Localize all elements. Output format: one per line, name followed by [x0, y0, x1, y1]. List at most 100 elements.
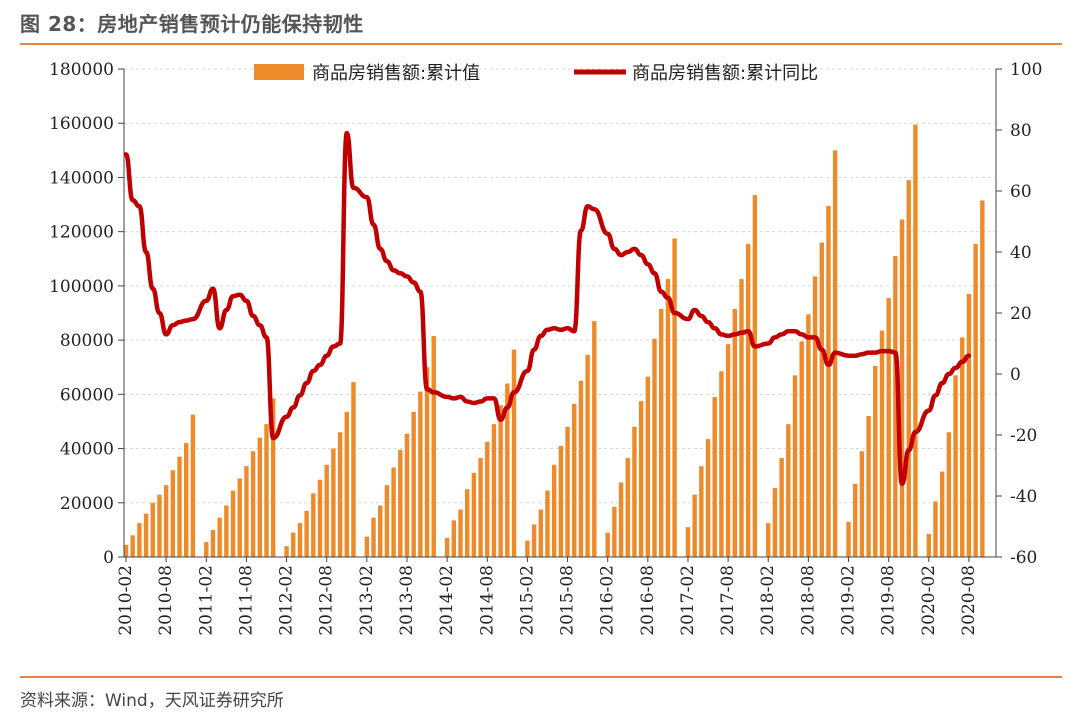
x-tick-label: 2019-02 [839, 565, 859, 636]
bar [846, 521, 851, 557]
bar [766, 523, 771, 557]
bar [745, 243, 751, 557]
x-tick-label: 2016-02 [598, 565, 618, 636]
y-left-tick-label: 40000 [60, 440, 114, 460]
bar [424, 367, 430, 557]
bar [458, 509, 463, 557]
bar [311, 493, 316, 557]
footer-rule [20, 676, 1062, 678]
bar [826, 205, 831, 557]
bar [498, 405, 503, 557]
x-tick-label: 2012-08 [317, 565, 337, 636]
bar [913, 124, 918, 557]
axes: 0 20000 40000 60000 80000 100000 120000 140000 1… [49, 60, 1042, 636]
bar [792, 375, 798, 557]
y-right-tick-label: -60 [1010, 548, 1037, 568]
bar [732, 308, 737, 557]
bar [337, 432, 343, 557]
bar [217, 517, 222, 557]
bar [692, 494, 697, 557]
bar [137, 523, 142, 557]
bar [973, 243, 978, 557]
bar [538, 509, 543, 557]
x-tick-label: 2016-08 [638, 565, 658, 636]
x-tick-label: 2013-02 [357, 565, 377, 636]
line-series [123, 130, 972, 487]
bar [799, 341, 804, 557]
bar [819, 242, 824, 557]
legend-swatch-bar [254, 64, 304, 80]
bar [184, 443, 189, 557]
bar [204, 542, 209, 557]
bar [384, 485, 390, 557]
bar [946, 432, 952, 557]
bar [926, 533, 931, 557]
bar [812, 276, 818, 557]
bar [150, 502, 155, 557]
bar [344, 411, 349, 557]
bar [939, 471, 945, 557]
bar [893, 256, 898, 557]
bar [471, 472, 477, 557]
x-tick-label: 2015-02 [517, 565, 537, 636]
bar [886, 298, 891, 557]
bar [371, 517, 376, 557]
bar [699, 466, 704, 557]
y-left-tick-label: 100000 [49, 277, 114, 297]
x-tick-label: 2010-08 [156, 565, 176, 636]
bar [291, 532, 296, 557]
y-right-tick-label: 80 [1010, 121, 1032, 141]
x-tick-label: 2013-08 [397, 565, 417, 636]
bar [592, 321, 597, 557]
bar [237, 478, 242, 557]
y-left-tick-label: 120000 [49, 223, 114, 243]
bar [558, 445, 564, 557]
bar [618, 482, 624, 557]
bar [297, 523, 303, 557]
bar [659, 308, 664, 557]
bar [230, 490, 236, 557]
bar-series [123, 124, 985, 558]
bar [638, 401, 644, 557]
bar [451, 520, 457, 557]
source-note: 资料来源：Wind，天风证券研究所 [20, 691, 284, 711]
bar [130, 535, 135, 557]
bar [270, 398, 276, 557]
bar [478, 458, 483, 557]
bar [418, 391, 423, 557]
bar [652, 338, 657, 557]
bar [257, 437, 262, 557]
bar [873, 365, 878, 557]
bar [572, 403, 577, 557]
bar [244, 466, 249, 557]
bar [505, 383, 510, 557]
bar [284, 546, 289, 557]
x-tick-label: 2017-08 [718, 565, 738, 636]
bar [665, 279, 671, 557]
bar [725, 344, 731, 557]
bar [960, 337, 965, 557]
bar [177, 456, 182, 557]
bar [806, 314, 811, 557]
bar [578, 380, 584, 557]
bar [739, 279, 744, 557]
x-tick-label: 2020-08 [959, 565, 979, 636]
bar [404, 433, 410, 557]
bar [411, 411, 416, 557]
bar [719, 371, 724, 557]
y-right-tick-label: 60 [1010, 182, 1032, 202]
x-tick-label: 2014-08 [477, 565, 497, 636]
bar [351, 382, 356, 557]
y-right-tick-label: -20 [1010, 426, 1037, 446]
y-right-tick-label: 0 [1010, 365, 1021, 385]
bar [672, 238, 677, 557]
legend-label-line: 商品房销售额:累计同比 [632, 63, 818, 84]
y-right-tick-label: -40 [1010, 487, 1037, 507]
bar [853, 483, 858, 557]
bar [605, 532, 610, 557]
bar [250, 451, 256, 557]
bar [224, 505, 229, 557]
yoy-line [123, 130, 972, 487]
bar [331, 448, 336, 557]
bar [953, 375, 958, 557]
